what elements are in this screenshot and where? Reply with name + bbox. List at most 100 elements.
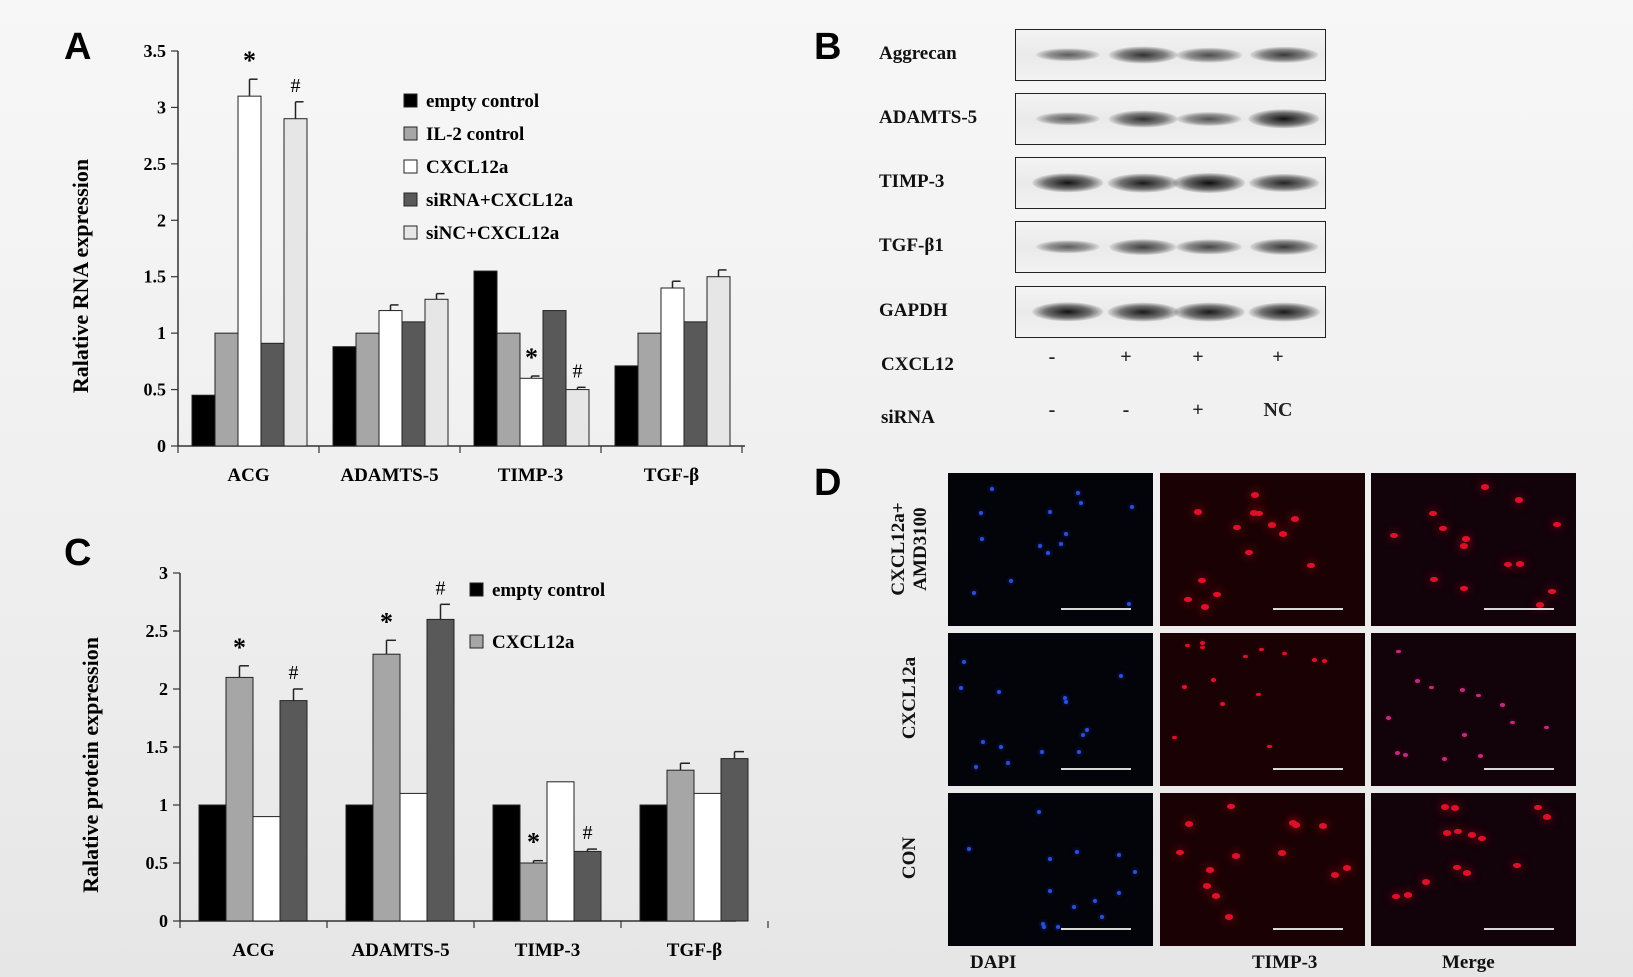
x-tick-label: ACG: [227, 465, 269, 486]
cell-spot: [1394, 751, 1400, 755]
micrograph-tile: [948, 633, 1153, 786]
cell-spot: [1544, 725, 1550, 730]
significance-marker: #: [291, 75, 301, 97]
blot-band: [1248, 302, 1320, 322]
scale-bar: [1484, 768, 1554, 770]
cell-spot: [1056, 924, 1061, 929]
cell-spot: [1076, 490, 1081, 495]
cell-spot: [1500, 703, 1506, 707]
panel-letter-c: C: [64, 532, 92, 574]
significance-marker: #: [583, 822, 593, 844]
cell-spot: [1127, 602, 1132, 607]
cell-spot: [1414, 679, 1420, 683]
legend-swatch: [403, 225, 418, 240]
scale-bar: [1273, 928, 1343, 930]
cell-spot: [1319, 823, 1328, 829]
bar: [519, 862, 548, 922]
significance-marker: #: [289, 662, 299, 684]
condition-value: +: [1272, 346, 1284, 368]
x-tick-label: ADAMTS-5: [340, 465, 438, 486]
bar: [214, 332, 239, 447]
significance-marker: *: [233, 633, 246, 662]
bar: [542, 310, 567, 447]
scale-bar: [1061, 928, 1131, 930]
legend-label: CXCL12a: [426, 157, 509, 178]
cell-spot: [1199, 641, 1205, 645]
cell-spot: [1391, 893, 1400, 900]
bar: [693, 792, 722, 922]
cell-spot: [1206, 866, 1215, 873]
bar: [473, 270, 498, 447]
cell-spot: [1063, 696, 1068, 701]
bar: [573, 850, 602, 922]
bar: [666, 769, 695, 922]
y-tick-label: 3: [157, 97, 166, 117]
panel-letter-b: B: [814, 26, 842, 68]
cell-spot: [1220, 702, 1226, 706]
y-tick-label: 3.5: [144, 41, 167, 61]
cell-spot: [1478, 754, 1484, 758]
micrograph-tile: [1371, 633, 1576, 786]
cell-spot: [1250, 510, 1259, 516]
rna-expression-chart: 0 0.5 1 1.5 2 2.5 3 3.5 Ralative RNA expression A…: [68, 41, 745, 486]
y-axis-label: Ralative RNA expression: [68, 159, 93, 393]
y-tick-label: 1.5: [144, 267, 167, 287]
cell-spot: [1076, 749, 1081, 754]
blot-band: [1176, 47, 1242, 63]
cell-spot: [996, 690, 1001, 695]
cell-spot: [1462, 535, 1471, 542]
cell-spot: [1133, 870, 1138, 875]
cell-spot: [1306, 562, 1315, 569]
cell-spot: [1480, 484, 1489, 490]
blot-strip: [1015, 29, 1326, 81]
cell-spot: [1547, 588, 1556, 595]
blot-band: [1248, 109, 1320, 129]
bar: [424, 298, 449, 447]
blot-band: [1107, 173, 1179, 193]
significance-marker: #: [436, 577, 446, 599]
blot-band: [1108, 46, 1178, 64]
blot-band: [1035, 48, 1101, 62]
panel-letter-a: A: [64, 26, 92, 68]
legend-label: siNC+CXCL12a: [426, 223, 560, 244]
bar: [565, 389, 590, 447]
cell-spot: [1460, 688, 1466, 692]
cell-spot: [1251, 492, 1260, 498]
cell-spot: [972, 590, 977, 595]
bar: [260, 342, 285, 447]
x-tick-label: ADAMTS-5: [351, 940, 449, 961]
cell-spot: [980, 740, 985, 745]
micrograph-tile: [1371, 473, 1576, 626]
bar: [191, 394, 216, 447]
x-tick-label: ACG: [232, 940, 274, 961]
cell-spot: [1342, 865, 1351, 871]
cell-spot: [1064, 532, 1069, 537]
micrograph-row-label: CXCL12a+ AMD3100: [888, 502, 931, 596]
blot-band: [1175, 239, 1243, 255]
significance-marker: *: [243, 46, 256, 75]
cell-spot: [1047, 888, 1052, 893]
cell-spot: [1171, 735, 1177, 740]
cell-spot: [1212, 591, 1221, 598]
cell-spot: [1231, 853, 1240, 859]
cell-spot: [1312, 658, 1318, 662]
cell-spot: [1117, 852, 1122, 857]
condition-value: +: [1192, 346, 1204, 368]
cell-spot: [1459, 542, 1468, 549]
bar: [378, 310, 403, 447]
cell-spot: [1211, 678, 1217, 682]
y-tick-label: 0.5: [146, 853, 169, 873]
cell-spot: [1321, 659, 1327, 663]
condition-label: siRNA: [881, 407, 935, 428]
bar: [355, 332, 380, 447]
cell-spot: [1459, 585, 1468, 592]
cell-spot: [1194, 508, 1203, 515]
cell-spot: [1451, 804, 1460, 811]
blot-band: [1108, 110, 1178, 128]
cell-spot: [1291, 822, 1300, 828]
blot-band: [1035, 240, 1101, 254]
scale-bar: [1061, 608, 1131, 610]
micrograph-column-label: TIMP-3: [1252, 952, 1318, 973]
cell-spot: [1552, 521, 1561, 528]
cell-spot: [1242, 654, 1248, 659]
